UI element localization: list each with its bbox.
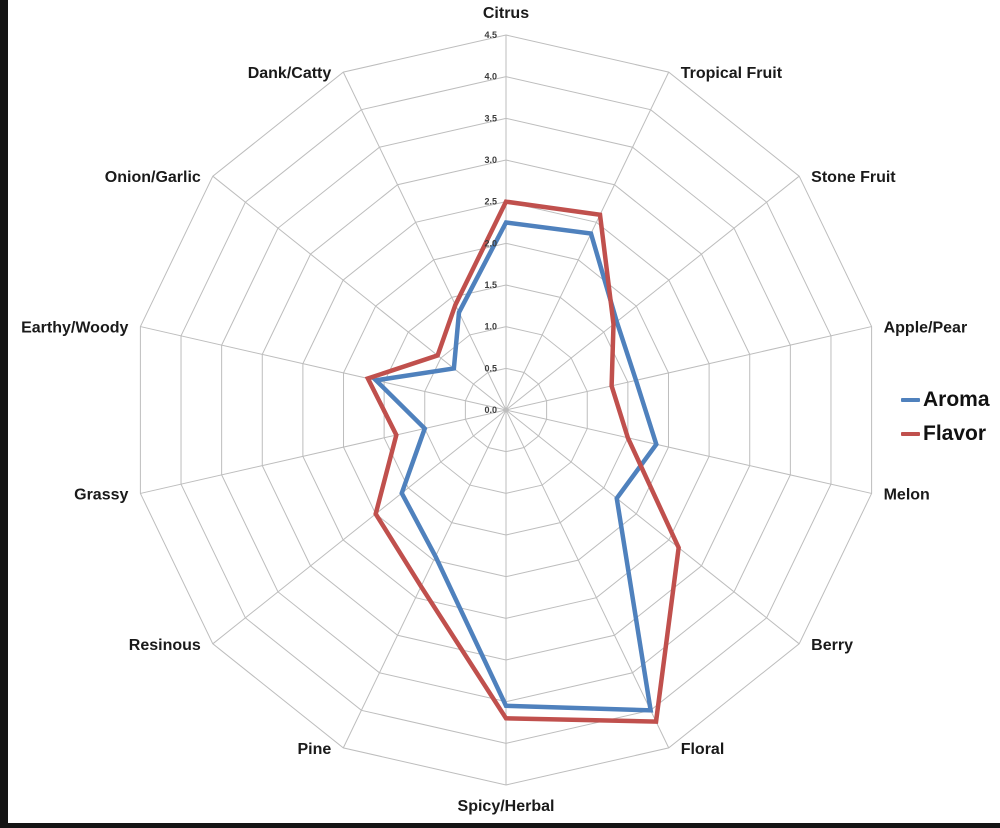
- axis-label-apple-pear: Apple/Pear: [884, 320, 968, 337]
- axis-label-berry: Berry: [811, 637, 853, 654]
- radial-tick-label-2-0: 2.0: [484, 238, 497, 248]
- axis-spoke-earthy-woody: [140, 326, 507, 411]
- axis-spoke-dank-catty: [342, 71, 507, 411]
- axis-label-resinous: Resinous: [129, 637, 201, 654]
- radial-tick-label-0-5: 0.5: [484, 363, 497, 373]
- radial-tick-label-4-5: 4.5: [484, 30, 497, 40]
- legend-item-flavor: Flavor: [901, 422, 990, 446]
- radial-tick-label-1-5: 1.5: [484, 280, 497, 290]
- axis-spoke-floral: [505, 409, 670, 749]
- axis-label-onion-garlic: Onion/Garlic: [105, 169, 201, 186]
- axis-spoke-pine: [342, 409, 507, 749]
- radial-tick-label-0-0: 0.0: [484, 405, 497, 415]
- axis-spoke-tropical-fruit: [505, 71, 670, 411]
- screenshot-left-black-bar: [0, 0, 8, 828]
- axis-spoke-berry: [505, 409, 800, 645]
- axis-label-spicy-herbal: Spicy/Herbal: [458, 798, 555, 815]
- series-polygon-aroma: [371, 220, 659, 713]
- axis-spoke-onion-garlic: [212, 175, 507, 411]
- axis-spoke-apple-pear: [505, 326, 872, 411]
- chart-legend: Aroma Flavor: [901, 388, 990, 446]
- axis-label-dank-catty: Dank/Catty: [248, 65, 332, 82]
- legend-label-flavor: Flavor: [923, 422, 987, 445]
- axis-label-grassy: Grassy: [74, 486, 128, 503]
- radial-tick-label-2-5: 2.5: [484, 197, 497, 207]
- legend-label-aroma: Aroma: [923, 388, 990, 411]
- axis-label-earthy-woody: Earthy/Woody: [21, 320, 128, 337]
- legend-item-aroma: Aroma: [901, 388, 990, 412]
- axis-label-pine: Pine: [297, 741, 331, 758]
- screenshot-bottom-black-bar: [0, 823, 1000, 828]
- aroma-line-swatch: [901, 398, 920, 402]
- axis-spoke-grassy: [140, 409, 507, 494]
- axis-spoke-stone-fruit: [505, 175, 800, 411]
- radial-tick-label-4-0: 4.0: [484, 72, 497, 82]
- axis-label-stone-fruit: Stone Fruit: [811, 169, 896, 186]
- axis-label-floral: Floral: [681, 741, 725, 758]
- axis-spoke-resinous: [212, 409, 507, 645]
- series-polygon-flavor: [364, 199, 681, 724]
- radial-tick-label-3-5: 3.5: [484, 113, 497, 123]
- axis-label-melon: Melon: [884, 486, 930, 503]
- axis-label-tropical-fruit: Tropical Fruit: [681, 65, 783, 82]
- radial-tick-label-3-0: 3.0: [484, 155, 497, 165]
- radial-tick-label-1-0: 1.0: [484, 322, 497, 332]
- axis-label-citrus: Citrus: [483, 5, 529, 22]
- axis-spoke-melon: [505, 409, 872, 494]
- flavor-line-swatch: [901, 432, 920, 436]
